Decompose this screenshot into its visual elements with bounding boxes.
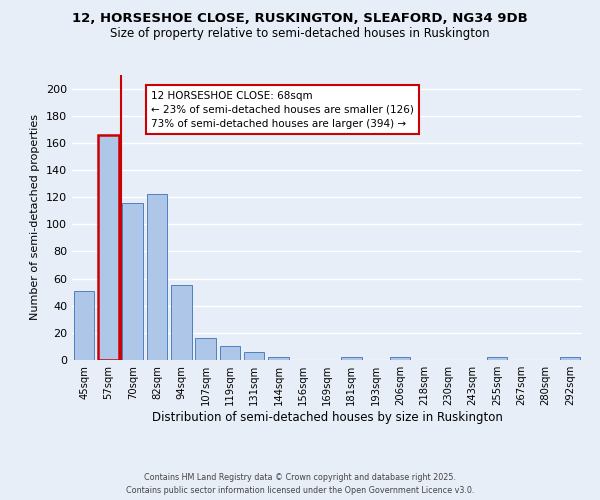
Bar	[220, 346, 240, 360]
Bar	[171, 286, 191, 360]
Y-axis label: Number of semi-detached properties: Number of semi-detached properties	[31, 114, 40, 320]
Text: 12 HORSESHOE CLOSE: 68sqm
← 23% of semi-detached houses are smaller (126)
73% of: 12 HORSESHOE CLOSE: 68sqm ← 23% of semi-…	[151, 90, 414, 128]
Bar	[560, 358, 580, 360]
X-axis label: Distribution of semi-detached houses by size in Ruskington: Distribution of semi-detached houses by …	[152, 411, 502, 424]
Text: 12, HORSESHOE CLOSE, RUSKINGTON, SLEAFORD, NG34 9DB: 12, HORSESHOE CLOSE, RUSKINGTON, SLEAFOR…	[72, 12, 528, 26]
Bar	[195, 338, 216, 360]
Bar	[244, 352, 265, 360]
Text: Size of property relative to semi-detached houses in Ruskington: Size of property relative to semi-detach…	[110, 28, 490, 40]
Bar	[268, 358, 289, 360]
Bar	[389, 358, 410, 360]
Text: Contains HM Land Registry data © Crown copyright and database right 2025.
Contai: Contains HM Land Registry data © Crown c…	[126, 474, 474, 495]
Bar	[146, 194, 167, 360]
Bar	[487, 358, 508, 360]
Bar	[74, 291, 94, 360]
Bar	[98, 134, 119, 360]
Bar	[341, 358, 362, 360]
Bar	[122, 202, 143, 360]
